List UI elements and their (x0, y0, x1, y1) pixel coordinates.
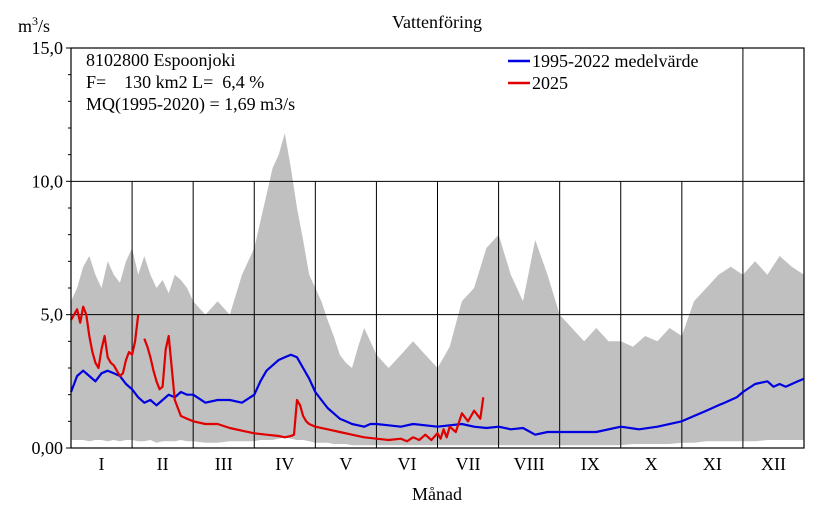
info-block: 8102800 Espoonjoki F= 130 km2 L= 6,4 % M… (86, 50, 295, 115)
x-tick-label: III (215, 454, 233, 474)
x-tick-label: VI (397, 454, 416, 474)
y-axis-label-base: m (18, 16, 32, 36)
legend-label-mean: 1995-2022 medelvärde (532, 51, 698, 71)
y-axis-label-suffix: /s (38, 16, 50, 36)
y-tick-label: 10,0 (32, 171, 64, 191)
x-tick-label: XI (703, 454, 722, 474)
legend-label-2025: 2025 (532, 73, 568, 93)
x-tick-label: IX (581, 454, 600, 474)
y-axis-label: m3/s (18, 14, 50, 36)
station-name: 8102800 Espoonjoki (86, 50, 236, 70)
x-tick-label: IV (275, 454, 294, 474)
y-tick-label: 5,0 (41, 305, 64, 325)
x-tick-label: VII (456, 454, 481, 474)
x-tick-label: VIII (514, 454, 545, 474)
y-tick-label: 15,0 (32, 38, 64, 58)
x-axis-label: Månad (412, 484, 462, 504)
x-tick-label: II (157, 454, 169, 474)
y-axis-label-exp: 3 (32, 14, 38, 28)
y-tick-label: 0,00 (32, 438, 64, 458)
catchment-info: F= 130 km2 L= 6,4 % (86, 72, 264, 92)
plot-frame (70, 47, 805, 449)
mean-flow-info: MQ(1995-2020) = 1,69 m3/s (86, 94, 295, 115)
x-tick-label: X (645, 454, 658, 474)
legend: 1995-2022 medelvärde 2025 (508, 51, 698, 93)
ticks: 0,005,010,015,0I II III IV V VI VII VIII IX X XI XI… (32, 38, 786, 474)
chart-title: Vattenföring (392, 12, 482, 32)
series-lines (69, 305, 805, 443)
series-line-0 (69, 353, 805, 436)
x-tick-label: V (339, 454, 352, 474)
grid (71, 48, 804, 448)
x-tick-label: I (99, 454, 105, 474)
series-line-1 (70, 305, 485, 443)
x-tick-label: XII (761, 454, 786, 474)
